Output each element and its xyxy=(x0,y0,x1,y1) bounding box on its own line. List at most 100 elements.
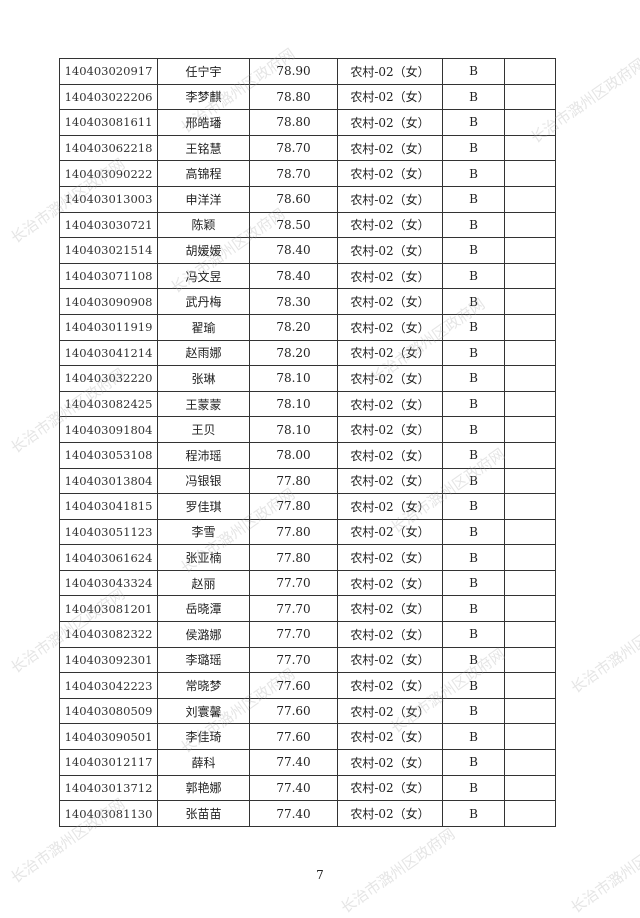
table-row: 140403092301 李璐瑶 77.70 农村-02（女） B xyxy=(59,646,556,674)
table-row: 140403080509 刘寰馨 77.60 农村-02（女） B xyxy=(59,697,556,725)
grade-cell: B xyxy=(442,774,505,802)
name-cell: 李璐瑶 xyxy=(157,646,250,674)
exam-id-cell: 140403032220 xyxy=(59,365,158,392)
grade-cell: B xyxy=(442,467,505,495)
grade-cell: B xyxy=(442,697,505,725)
table-row: 140403090908 武丹梅 78.30 农村-02（女） B xyxy=(59,288,556,315)
category-cell: 农村-02（女） xyxy=(337,390,443,418)
remark-cell xyxy=(504,416,556,443)
grade-cell: B xyxy=(442,83,505,111)
name-cell: 赵雨娜 xyxy=(157,339,250,367)
remark-cell xyxy=(504,109,556,136)
grade-cell: B xyxy=(442,672,505,699)
score-cell: 77.80 xyxy=(249,493,338,520)
name-cell: 赵丽 xyxy=(157,569,250,597)
category-cell: 农村-02（女） xyxy=(337,672,443,699)
grade-cell: B xyxy=(442,544,505,571)
table-row: 140403022206 李梦麒 78.80 农村-02（女） B xyxy=(59,83,556,111)
category-cell: 农村-02（女） xyxy=(337,365,443,392)
table-row: 140403091804 王贝 78.10 农村-02（女） B xyxy=(59,416,556,443)
table-row: 140403021514 胡媛媛 78.40 农村-02（女） B xyxy=(59,237,556,264)
remark-cell xyxy=(504,58,556,85)
grade-cell: B xyxy=(442,569,505,597)
score-cell: 78.10 xyxy=(249,390,338,418)
name-cell: 邢皓璠 xyxy=(157,109,250,136)
score-cell: 78.30 xyxy=(249,288,338,315)
remark-cell xyxy=(504,518,556,546)
category-cell: 农村-02（女） xyxy=(337,185,443,213)
grade-cell: B xyxy=(442,723,505,751)
exam-id-cell: 140403021514 xyxy=(59,237,158,264)
category-cell: 农村-02（女） xyxy=(337,109,443,136)
score-cell: 78.20 xyxy=(249,339,338,367)
score-cell: 78.90 xyxy=(249,58,338,85)
name-cell: 高锦程 xyxy=(157,160,250,187)
category-cell: 农村-02（女） xyxy=(337,467,443,495)
score-cell: 78.50 xyxy=(249,211,338,239)
exam-id-cell: 140403071108 xyxy=(59,262,158,290)
exam-id-cell: 140403053108 xyxy=(59,441,158,469)
grade-cell: B xyxy=(442,416,505,443)
category-cell: 农村-02（女） xyxy=(337,441,443,469)
exam-id-cell: 140403081130 xyxy=(59,800,158,827)
score-cell: 78.60 xyxy=(249,185,338,213)
grade-cell: B xyxy=(442,58,505,85)
category-cell: 农村-02（女） xyxy=(337,160,443,187)
exam-id-cell: 140403030721 xyxy=(59,211,158,239)
remark-cell xyxy=(504,723,556,751)
name-cell: 胡媛媛 xyxy=(157,237,250,264)
name-cell: 武丹梅 xyxy=(157,288,250,315)
table-row: 140403013804 冯银银 77.80 农村-02（女） B xyxy=(59,467,556,495)
remark-cell xyxy=(504,544,556,571)
score-cell: 78.40 xyxy=(249,262,338,290)
score-cell: 78.80 xyxy=(249,83,338,111)
category-cell: 农村-02（女） xyxy=(337,416,443,443)
grade-cell: B xyxy=(442,339,505,367)
category-cell: 农村-02（女） xyxy=(337,723,443,751)
category-cell: 农村-02（女） xyxy=(337,569,443,597)
name-cell: 程沛瑶 xyxy=(157,441,250,469)
exam-id-cell: 140403022206 xyxy=(59,83,158,111)
remark-cell xyxy=(504,672,556,699)
table-row: 140403081611 邢皓璠 78.80 农村-02（女） B xyxy=(59,109,556,136)
exam-id-cell: 140403062218 xyxy=(59,134,158,162)
exam-id-cell: 140403090222 xyxy=(59,160,158,187)
table-row: 140403020917 任宁宇 78.90 农村-02（女） B xyxy=(59,58,556,85)
score-cell: 77.80 xyxy=(249,518,338,546)
remark-cell xyxy=(504,237,556,264)
remark-cell xyxy=(504,365,556,392)
category-cell: 农村-02（女） xyxy=(337,493,443,520)
name-cell: 侯潞娜 xyxy=(157,621,250,648)
category-cell: 农村-02（女） xyxy=(337,134,443,162)
score-cell: 77.70 xyxy=(249,646,338,674)
exam-id-cell: 140403080509 xyxy=(59,697,158,725)
score-cell: 78.70 xyxy=(249,134,338,162)
table-row: 140403011919 翟瑜 78.20 农村-02（女） B xyxy=(59,313,556,341)
exam-id-cell: 140403061624 xyxy=(59,544,158,571)
table-row: 140403082425 王蒙蒙 78.10 农村-02（女） B xyxy=(59,390,556,418)
table-row: 140403032220 张琳 78.10 农村-02（女） B xyxy=(59,365,556,392)
category-cell: 农村-02（女） xyxy=(337,237,443,264)
remark-cell xyxy=(504,800,556,827)
exam-id-cell: 140403081201 xyxy=(59,595,158,623)
exam-id-cell: 140403082322 xyxy=(59,621,158,648)
category-cell: 农村-02（女） xyxy=(337,697,443,725)
category-cell: 农村-02（女） xyxy=(337,58,443,85)
name-cell: 张苗苗 xyxy=(157,800,250,827)
category-cell: 农村-02（女） xyxy=(337,800,443,827)
category-cell: 农村-02（女） xyxy=(337,595,443,623)
category-cell: 农村-02（女） xyxy=(337,262,443,290)
grade-cell: B xyxy=(442,749,505,776)
exam-id-cell: 140403012117 xyxy=(59,749,158,776)
exam-id-cell: 140403042223 xyxy=(59,672,158,699)
category-cell: 农村-02（女） xyxy=(337,83,443,111)
remark-cell xyxy=(504,467,556,495)
score-cell: 78.40 xyxy=(249,237,338,264)
name-cell: 王铭慧 xyxy=(157,134,250,162)
category-cell: 农村-02（女） xyxy=(337,313,443,341)
grade-cell: B xyxy=(442,365,505,392)
remark-cell xyxy=(504,160,556,187)
category-cell: 农村-02（女） xyxy=(337,288,443,315)
exam-id-cell: 140403051123 xyxy=(59,518,158,546)
grade-cell: B xyxy=(442,313,505,341)
